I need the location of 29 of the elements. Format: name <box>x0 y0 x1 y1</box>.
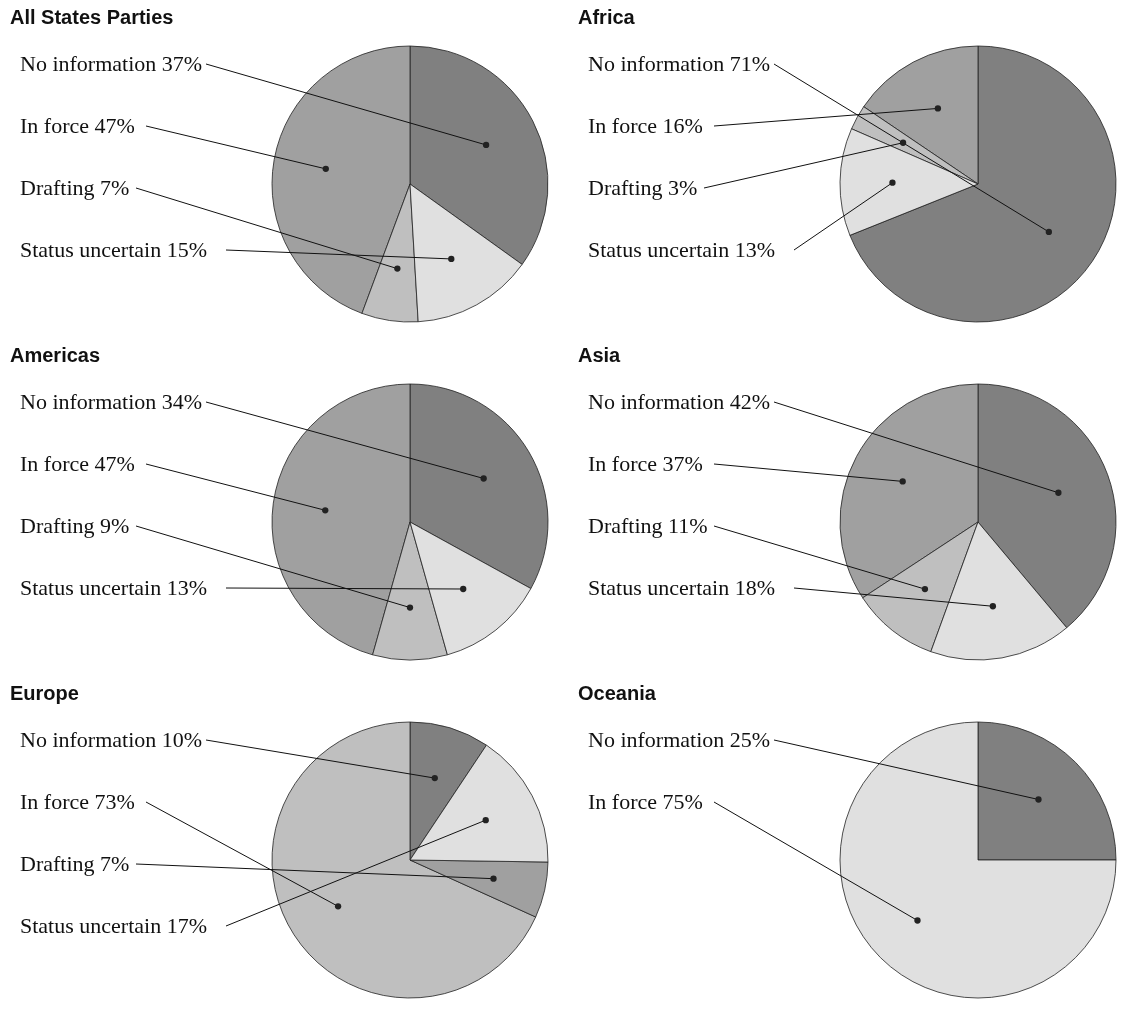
slice-label: In force 47% <box>20 451 135 476</box>
slice-label: Drafting 3% <box>588 175 698 200</box>
slice-label: In force 16% <box>588 113 703 138</box>
chart-title: Oceania <box>578 682 657 704</box>
slice-label: Status uncertain 13% <box>20 575 207 600</box>
slice-label: Status uncertain 13% <box>588 237 775 262</box>
chart-title: Americas <box>10 344 101 366</box>
chart-title: All States Parties <box>10 6 174 28</box>
slice-label: In force 75% <box>588 789 703 814</box>
slice-label: Status uncertain 18% <box>588 575 775 600</box>
slice-label: Drafting 11% <box>588 513 708 538</box>
slice-label: No information 71% <box>588 51 771 76</box>
slice-label: In force 47% <box>20 113 135 138</box>
chart-title: Africa <box>578 6 636 28</box>
slice-label: No information 34% <box>20 389 203 414</box>
pie-slice <box>839 721 1117 999</box>
slice-label: No information 10% <box>20 727 203 752</box>
slice-label: In force 73% <box>20 789 135 814</box>
chart-title: Asia <box>578 344 622 366</box>
slice-label: Drafting 9% <box>20 513 130 538</box>
slice-label: No information 42% <box>588 389 771 414</box>
slice-label: In force 37% <box>588 451 703 476</box>
slice-label: No information 25% <box>588 727 771 752</box>
chart-title: Europe <box>10 682 79 704</box>
slice-label: Drafting 7% <box>20 851 130 876</box>
slice-label: Drafting 7% <box>20 175 130 200</box>
slice-label: Status uncertain 17% <box>20 913 207 938</box>
slice-label: No information 37% <box>20 51 203 76</box>
slice-label: Status uncertain 15% <box>20 237 207 262</box>
